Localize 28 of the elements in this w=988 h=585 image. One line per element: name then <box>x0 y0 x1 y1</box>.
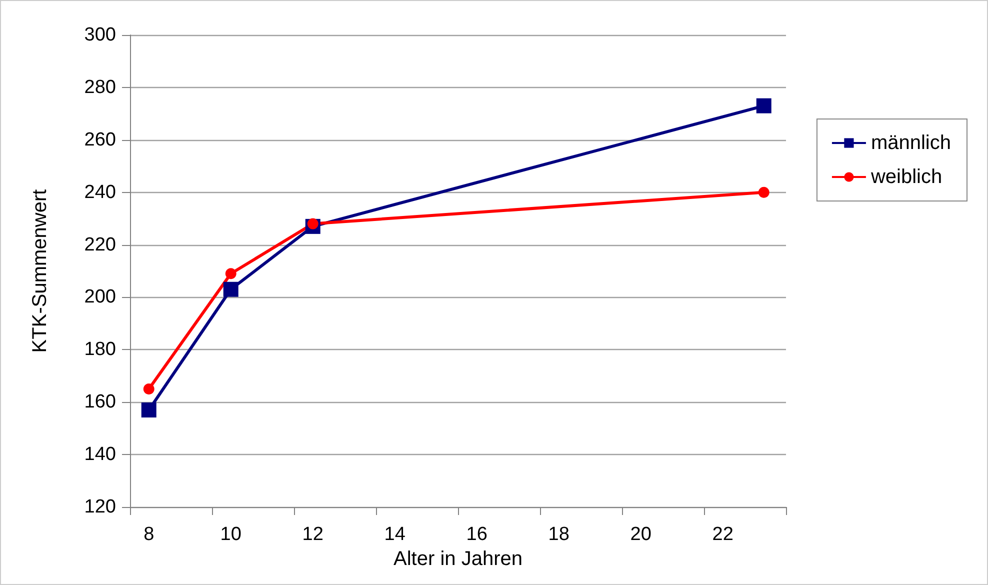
point <box>223 282 238 297</box>
x-tick-label: 10 <box>220 524 242 545</box>
y-tick-label: 280 <box>84 76 116 98</box>
point <box>225 268 236 280</box>
x-tick-label: 18 <box>548 524 570 545</box>
y-tick-label: 180 <box>84 339 116 360</box>
point <box>141 402 156 418</box>
y-tick-label: 300 <box>84 24 116 46</box>
x-axis-title: Alter in Jahren <box>394 548 522 570</box>
legend-label: männlich <box>870 132 952 154</box>
y-axis-title: KTK-Summenwert <box>29 188 51 353</box>
x-tick-label: 14 <box>384 524 406 545</box>
y-tick-label: 160 <box>84 392 116 413</box>
point <box>756 98 772 114</box>
x-tick-label: 16 <box>466 524 488 545</box>
x-tick-label: 12 <box>302 524 324 545</box>
point <box>143 384 154 394</box>
y-tick-label: 200 <box>84 286 116 308</box>
y-tick-label: 260 <box>84 129 116 150</box>
x-tick-label: 20 <box>630 524 652 545</box>
y-tick-label: 240 <box>84 182 116 203</box>
point <box>758 186 770 198</box>
x-tick-label: 22 <box>712 524 734 545</box>
y-tick-label: 140 <box>84 444 116 466</box>
x-tick-label: 8 <box>144 524 154 545</box>
y-tick-label: 120 <box>84 496 116 518</box>
legend-label: weiblich <box>870 166 942 188</box>
y-tick-label: 220 <box>84 234 116 256</box>
